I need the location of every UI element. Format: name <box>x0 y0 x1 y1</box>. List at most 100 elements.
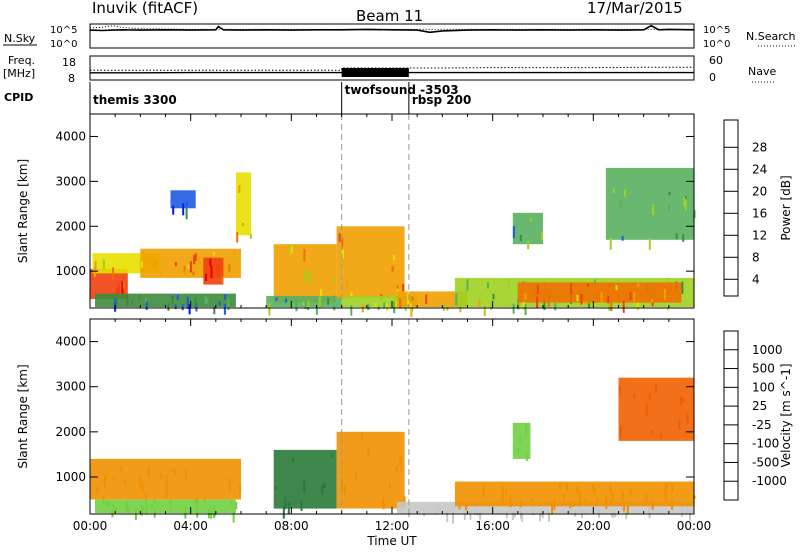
data-speckle <box>213 306 216 315</box>
data-speckle <box>329 286 332 290</box>
data-speckle <box>652 204 655 215</box>
data-speckle <box>355 472 358 480</box>
data-speckle <box>527 240 530 250</box>
data-speckle <box>618 385 621 396</box>
data-speckle <box>342 247 344 259</box>
data-speckle <box>292 457 295 463</box>
data-speckle <box>474 508 477 515</box>
data-region <box>95 293 236 308</box>
data-speckle <box>608 301 611 311</box>
data-speckle <box>633 292 636 302</box>
data-speckle <box>391 266 394 272</box>
data-speckle <box>321 485 324 495</box>
nave-tick-top: 60 <box>709 54 723 67</box>
data-speckle <box>678 420 681 430</box>
data-speckle <box>620 504 623 510</box>
data-speckle <box>206 298 209 304</box>
data-speckle <box>664 483 667 494</box>
data-speckle <box>304 301 307 310</box>
data-speckle <box>174 304 177 310</box>
data-speckle <box>113 507 116 511</box>
freq-panel-frame <box>89 55 695 81</box>
data-speckle <box>184 270 187 276</box>
data-speckle <box>585 510 587 514</box>
colorbar-tick-label: 1000 <box>752 343 783 357</box>
data-speckle <box>522 302 525 310</box>
data-speckle <box>183 266 186 272</box>
data-speckle <box>172 205 175 215</box>
x-tick-label: 16:00 <box>475 519 510 533</box>
data-speckle <box>620 426 622 439</box>
data-speckle <box>536 284 539 294</box>
data-speckle <box>541 232 543 240</box>
date-title: 17/Mar/2015 <box>587 0 683 17</box>
colorbar-tick-label: 8 <box>752 250 760 264</box>
data-speckle <box>539 509 541 522</box>
data-speckle <box>501 494 504 503</box>
data-speckle <box>519 507 522 519</box>
freq-label-unit: [MHz] <box>3 67 35 80</box>
y-tick-label: 1000 <box>55 264 86 278</box>
data-speckle <box>399 457 402 466</box>
data-speckle <box>121 281 124 294</box>
data-speckle <box>683 196 686 207</box>
data-speckle <box>525 453 528 461</box>
data-speckle <box>563 494 565 501</box>
colorbar-tick-label: 20 <box>752 184 767 198</box>
colorbar-tick-label: 25 <box>752 399 767 413</box>
data-region <box>454 481 694 507</box>
data-speckle <box>585 301 588 305</box>
freq-tick-top: 18 <box>62 56 76 69</box>
data-speckle <box>600 292 603 303</box>
data-speckle <box>597 290 600 302</box>
data-speckle <box>395 465 398 472</box>
y-tick-label: 3000 <box>55 380 86 394</box>
data-speckle <box>436 504 439 511</box>
data-speckle <box>320 289 323 302</box>
data-speckle <box>568 505 571 512</box>
data-speckle <box>490 300 492 310</box>
x-tick-label: 08:00 <box>274 519 309 533</box>
data-speckle <box>382 498 385 510</box>
data-speckle <box>670 499 673 510</box>
data-speckle <box>529 504 532 510</box>
data-region <box>203 257 224 285</box>
data-region <box>170 190 196 209</box>
y-tick-label: 4000 <box>55 129 86 143</box>
data-speckle <box>230 500 233 506</box>
data-speckle <box>402 283 405 291</box>
data-speckle <box>238 185 241 193</box>
data-speckle <box>233 249 236 256</box>
nsearch-tick-bottom: 10^0 <box>703 39 730 50</box>
data-speckle <box>651 501 654 510</box>
data-speckle <box>587 283 589 287</box>
data-speckle <box>367 448 370 457</box>
nave-tick-bottom: 0 <box>709 71 716 84</box>
data-speckle <box>668 205 671 211</box>
data-speckle <box>307 300 310 308</box>
data-speckle <box>213 251 216 256</box>
data-speckle <box>198 257 201 266</box>
data-speckle <box>654 383 657 394</box>
data-speckle <box>626 505 629 514</box>
data-speckle <box>512 303 515 314</box>
data-speckle <box>341 237 344 250</box>
data-speckle <box>507 278 510 288</box>
data-speckle <box>530 498 533 502</box>
data-speckle <box>275 486 278 490</box>
data-speckle <box>486 281 489 289</box>
data-speckle <box>525 423 528 434</box>
colorbar-label: Velocity [m s^-1] <box>779 363 793 467</box>
data-speckle <box>576 294 579 302</box>
y-tick-label: 4000 <box>55 335 86 349</box>
x-tick-label: 00:00 <box>677 519 712 533</box>
data-speckle <box>579 490 582 501</box>
y-axis-label: Slant Range [km] <box>16 364 30 468</box>
data-speckle <box>675 233 678 240</box>
data-speckle <box>517 297 520 310</box>
data-speckle <box>105 502 108 506</box>
power-colorbar: 4 8 12 16 20 24 28 Power [dB] <box>723 119 793 297</box>
data-speckle <box>383 302 386 309</box>
data-region <box>336 431 405 509</box>
data-speckle <box>511 512 514 520</box>
